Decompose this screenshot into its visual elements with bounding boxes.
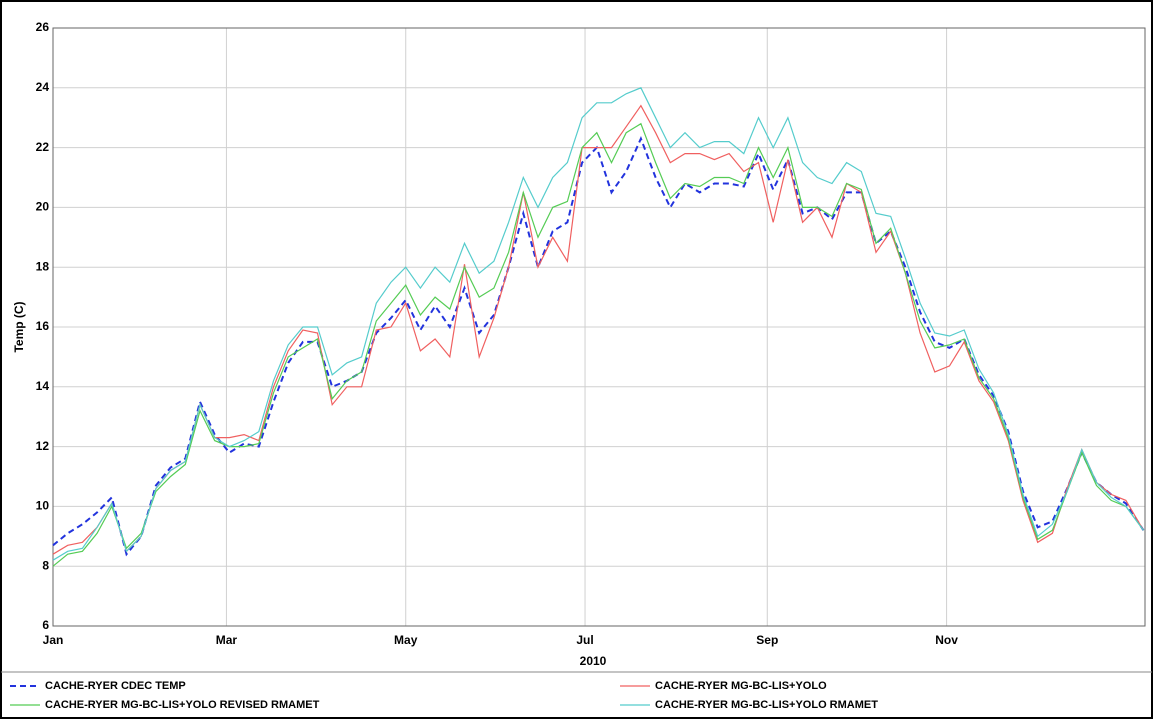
y-tick-label: 12: [36, 439, 50, 453]
y-tick-label: 10: [36, 499, 50, 513]
legend-label: CACHE-RYER MG-BC-LIS+YOLO: [655, 680, 827, 692]
plot-area: [52, 27, 1146, 627]
y-tick-label: 22: [36, 140, 50, 154]
series-line: [52, 104, 1145, 555]
y-tick-label: 6: [42, 618, 49, 632]
y-tick-label: 16: [36, 319, 50, 333]
x-tick-label: Jan: [43, 633, 64, 647]
x-tick-label: Nov: [935, 633, 958, 647]
x-tick-label: May: [394, 633, 418, 647]
y-axis-label: Temp (C): [12, 301, 26, 352]
y-tick-label: 26: [36, 20, 50, 34]
y-tick-label: 8: [42, 558, 49, 572]
legend-label: CACHE-RYER CDEC TEMP: [45, 680, 186, 692]
y-tick-label: 14: [36, 379, 50, 393]
x-tick-label: Sep: [756, 633, 778, 647]
x-tick-label: Mar: [216, 633, 238, 647]
series-line: [52, 122, 1144, 567]
series-line: [52, 87, 1144, 561]
legend-label: CACHE-RYER MG-BC-LIS+YOLO REVISED RMAMET: [45, 699, 320, 711]
legend-label: CACHE-RYER MG-BC-LIS+YOLO RMAMET: [655, 699, 878, 711]
x-axis-label: 2010: [580, 654, 607, 668]
x-tick-label: Jul: [576, 633, 593, 647]
y-tick-label: 24: [36, 80, 50, 94]
y-tick-label: 20: [36, 200, 50, 214]
y-tick-label: 18: [36, 259, 50, 273]
